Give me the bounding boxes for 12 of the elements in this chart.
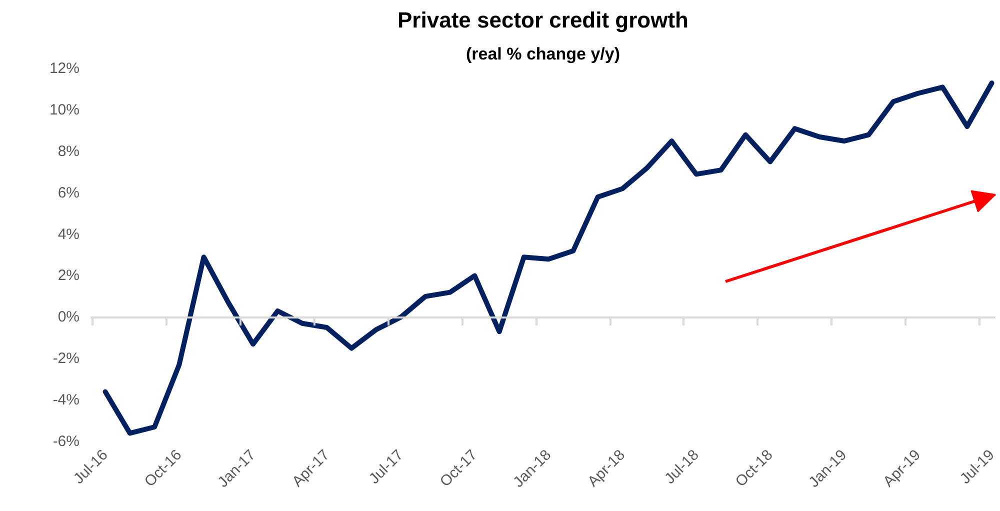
y-tick-label: 12% [49, 60, 80, 77]
y-tick-label: 4% [58, 226, 80, 243]
y-tick-label: 10% [49, 101, 80, 118]
y-tick-label: 8% [58, 142, 80, 160]
y-tick-label: 6% [58, 184, 80, 202]
chart-subtitle: (real % change y/y) [466, 44, 620, 64]
y-tick-label: 2% [58, 267, 80, 284]
y-tick-label: 0% [58, 308, 80, 326]
y-tick-label: -6% [52, 433, 80, 450]
y-tick-label: -4% [52, 392, 80, 409]
chart-title: Private sector credit growth [398, 8, 688, 32]
y-tick-label: -2% [52, 350, 80, 368]
